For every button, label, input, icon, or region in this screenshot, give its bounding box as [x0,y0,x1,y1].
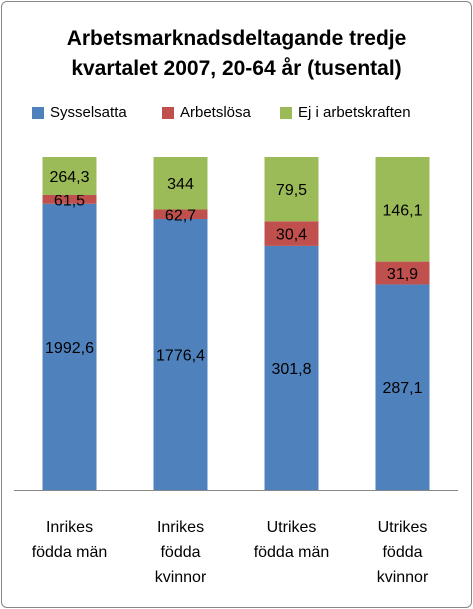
legend-label-ej-i-arbetskraften: Ej i arbetskraften [298,104,411,121]
chart-title-line-1: Arbetsmarknadsdeltagande tredje [66,27,407,50]
category-label-3-0: Utrikes [378,519,428,536]
bar-1-0 [42,194,97,204]
bar-2-0 [42,157,97,195]
category-label-0-0: Inrikes [46,519,93,536]
data-label-1-3: 31,9 [387,266,418,283]
legend-label-sysselsatta: Sysselsatta [50,104,127,121]
data-label-0-2: 301,8 [271,361,311,378]
bar-1-1 [153,209,208,220]
legend-swatch-ej-i-arbetskraften [280,106,292,119]
bar-1-3 [375,261,430,285]
data-label-1-2: 30,4 [276,227,307,244]
category-label-1-2: kvinnor [155,569,207,586]
data-label-0-3: 287,1 [382,380,422,397]
category-label-2-1: födda män [254,544,330,561]
category-label-0-1: födda män [32,544,108,561]
bar-0-3 [375,284,430,490]
bar-2-2 [264,157,319,222]
bar-2-3 [375,157,430,262]
legend-item-arbetslosa: Arbetslösa [162,104,251,121]
category-label-2-0: Utrikes [267,519,317,536]
data-label-1-1: 62,7 [165,207,196,224]
data-label-0-0: 1992,6 [45,340,94,357]
legend-swatch-sysselsatta [32,106,44,119]
bar-0-0 [42,203,97,490]
data-label-2-1: 344 [167,176,194,193]
legend-label-arbetslosa: Arbetslösa [180,104,251,121]
chart-title-line-2: kvartalet 2007, 20-64 år (tusental) [71,57,402,80]
data-label-2-2: 79,5 [276,182,307,199]
bar-2-1 [153,157,208,210]
category-label-1-0: Inrikes [157,519,204,536]
data-label-1-0: 61,5 [54,192,85,209]
data-label-2-0: 264,3 [49,169,89,186]
legend: Sysselsatta Arbetslösa Ej i arbetskrafte… [2,104,471,126]
legend-item-ej-i-arbetskraften: Ej i arbetskraften [280,104,411,121]
bar-1-2 [264,221,319,246]
data-label-2-3: 146,1 [382,202,422,219]
bar-0-1 [153,219,208,491]
data-label-0-1: 1776,4 [156,348,205,365]
bar-0-2 [264,245,319,490]
category-label-3-2: kvinnor [377,569,429,586]
category-label-3-1: födda [382,544,422,561]
legend-item-sysselsatta: Sysselsatta [32,104,127,121]
legend-swatch-arbetslosa [162,106,174,119]
category-label-1-1: födda [160,544,200,561]
